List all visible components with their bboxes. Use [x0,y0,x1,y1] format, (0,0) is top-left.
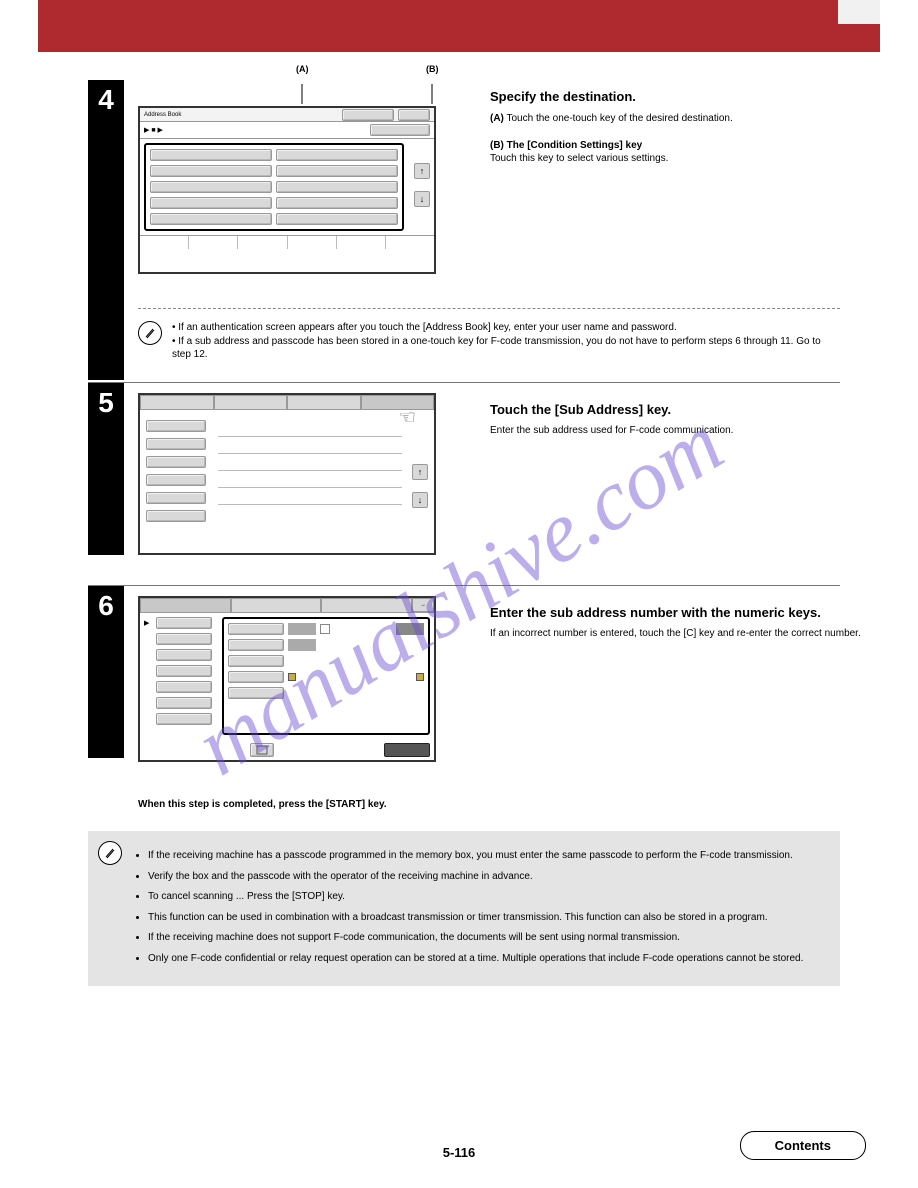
one-touch-key[interactable] [276,213,398,225]
screen-step5: ☜ [138,393,436,555]
condition-settings-button[interactable] [342,109,394,121]
step4-title: Specify the destination. [490,88,880,106]
label-a: (A) [490,113,504,124]
top-banner [38,0,880,52]
left-item[interactable] [146,420,206,432]
tab[interactable] [231,598,322,612]
step5-title: Touch the [Sub Address] key. [490,401,880,419]
note-icon [138,321,162,345]
left-item[interactable] [146,510,206,522]
page-number: 5-116 [443,1145,476,1160]
scroll-up-button[interactable]: ↑ [414,163,430,179]
left-btn[interactable] [156,697,212,709]
tab-scroll-right[interactable]: → [412,598,434,612]
greybox-bullet: To cancel scanning ... Press the [STOP] … [148,890,826,905]
settings-detail-area [222,617,430,735]
greybox-bullet: If the receiving machine has a passcode … [148,849,826,864]
screen-step4: Address Book ▶ ■ ▶ [138,106,436,274]
detail-btn[interactable] [228,623,284,635]
one-touch-key[interactable] [150,165,272,177]
greybox-bullet: Only one F-code confidential or relay re… [148,952,826,967]
one-touch-keys-area[interactable] [144,143,404,231]
note-icon [98,841,122,865]
text-b-head: The [Condition Settings] key [507,140,643,151]
step-6: 6 → ▶ [88,585,840,812]
label-b: (B) [490,140,504,151]
tab-fax[interactable] [140,395,214,409]
left-item[interactable] [146,492,206,504]
detail-btn[interactable] [228,687,284,699]
tab-fax[interactable] [140,598,231,612]
detail-btn[interactable] [228,671,284,683]
step-number: 4 [88,80,124,380]
detail-btn[interactable] [228,639,284,651]
tab-subaddress[interactable] [361,395,435,409]
tab-ifax[interactable] [214,395,288,409]
step-5: 5 ☜ [88,382,840,565]
left-btn[interactable] [156,681,212,693]
banner-corner [838,0,880,24]
step6-desc: If an incorrect number is entered, touch… [490,627,880,641]
tab[interactable] [321,598,412,612]
text-a: Touch the one-touch key of the desired d… [507,113,733,124]
tab-pcfax[interactable] [287,395,361,409]
detail-btn[interactable] [228,655,284,667]
one-touch-key[interactable] [276,181,398,193]
ok-button[interactable] [384,743,430,757]
preview-button[interactable] [250,743,274,757]
left-item[interactable] [146,474,206,486]
left-btn[interactable] [156,617,212,629]
step6-title: Enter the sub address number with the nu… [490,604,880,622]
scroll-down-button[interactable]: ↓ [414,191,430,207]
text-b-desc: Touch this key to select various setting… [490,153,668,164]
left-item[interactable] [146,438,206,450]
one-touch-key[interactable] [276,197,398,209]
step-4: 4 (A) (B) Address Book [88,80,840,362]
info-greybox: If the receiving machine has a passcode … [88,831,840,986]
one-touch-key[interactable] [150,149,272,161]
one-touch-key[interactable] [150,213,272,225]
greybox-bullet: If the receiving machine does not suppor… [148,931,826,946]
greybox-bullet: Verify the box and the passcode with the… [148,870,826,885]
screen-title: Address Book [144,112,181,118]
left-btn[interactable] [156,665,212,677]
left-btn[interactable] [156,633,212,645]
contents-button[interactable]: Contents [740,1131,866,1160]
one-touch-key[interactable] [150,197,272,209]
sort-button[interactable] [398,109,430,121]
scroll-down-button[interactable]: ↓ [412,492,428,508]
one-touch-key[interactable] [276,165,398,177]
small-top-button[interactable] [370,124,430,136]
one-touch-key[interactable] [276,149,398,161]
scroll-up-button[interactable]: ↑ [412,464,428,480]
dashed-separator [138,308,840,309]
step4-note-1: • If an authentication screen appears af… [172,321,840,335]
step4-note-2: • If a sub address and passcode has been… [172,335,840,362]
greybox-bullet: This function can be used in combination… [148,911,826,926]
step-number: 6 [88,586,124,758]
step5-desc: Enter the sub address used for F-code co… [490,424,880,438]
final-instruction: When this step is completed, press the [… [138,798,840,812]
left-btn[interactable] [156,713,212,725]
left-item[interactable] [146,456,206,468]
callout-label-a: (A) [296,64,309,74]
left-btn[interactable] [156,649,212,661]
screen-step6: → ▶ [138,596,436,762]
one-touch-key[interactable] [150,181,272,193]
step-number: 5 [88,383,124,555]
callout-label-b: (B) [426,64,439,74]
